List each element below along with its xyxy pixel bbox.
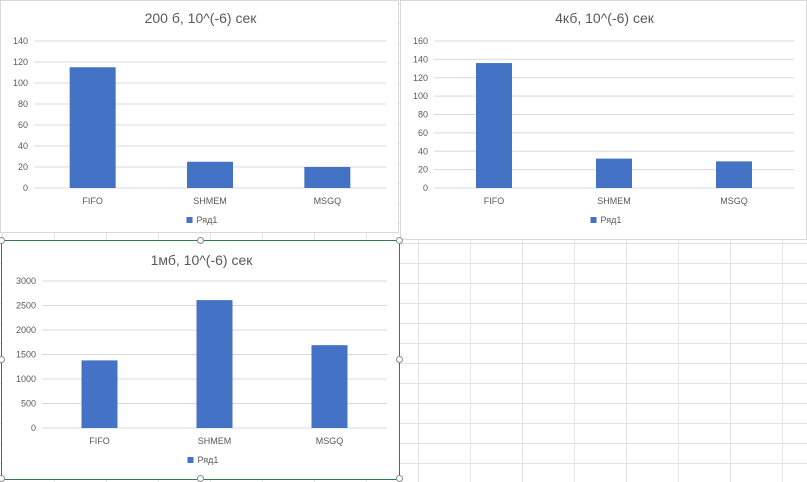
x-tick-label: MSGQ xyxy=(316,436,344,446)
y-tick-label: 0 xyxy=(23,183,28,193)
y-tick-label: 80 xyxy=(18,99,28,109)
legend-swatch xyxy=(186,217,193,223)
bar-fifo xyxy=(69,67,116,188)
bar-shmem xyxy=(196,300,233,428)
resize-handle-bottom[interactable] xyxy=(197,475,204,482)
y-tick-label: 100 xyxy=(413,91,428,101)
y-tick-label: 1500 xyxy=(16,350,36,360)
bar-shmem xyxy=(596,158,632,188)
chart-4kb[interactable]: 4кб, 10^(-6) сек 0 20 40 60 80 100 120 140 160 FIF… xyxy=(400,0,807,240)
chart-200b[interactable]: 200 б, 10^(-6) сек 0 20 40 60 80 100 120 140 FIFO… xyxy=(0,0,399,233)
chart-title: 4кб, 10^(-6) сек xyxy=(555,10,655,26)
y-tick-label: 120 xyxy=(13,57,28,67)
x-tick-label: FIFO xyxy=(484,196,505,206)
y-tick-label: 0 xyxy=(423,183,428,193)
chart-title: 200 б, 10^(-6) сек xyxy=(145,10,258,26)
bar-fifo xyxy=(476,63,512,188)
y-tick-label: 1000 xyxy=(16,374,36,384)
y-tick-label: 20 xyxy=(418,165,428,175)
y-tick-label: 500 xyxy=(21,399,36,409)
resize-handle-right[interactable] xyxy=(396,356,403,363)
y-tick-label: 3000 xyxy=(16,276,36,286)
chart-title: 1мб, 10^(-6) сек xyxy=(151,252,254,268)
x-tick-label: SHMEM xyxy=(193,196,227,206)
y-tick-label: 160 xyxy=(413,36,428,46)
resize-handle-bottom-right[interactable] xyxy=(396,475,403,482)
bar-msgq xyxy=(304,167,351,188)
resize-handle-top-right[interactable] xyxy=(396,237,403,244)
x-tick-label: SHMEM xyxy=(198,436,232,446)
legend-label: Ряд1 xyxy=(197,215,218,225)
y-tick-label: 60 xyxy=(418,128,428,138)
resize-handle-top[interactable] xyxy=(197,237,204,244)
x-tick-label: MSGQ xyxy=(720,196,748,206)
legend-label: Ряд1 xyxy=(198,455,219,465)
x-tick-label: SHMEM xyxy=(597,196,631,206)
y-tick-label: 2000 xyxy=(16,325,36,335)
chart-4kb-plot: 4кб, 10^(-6) сек 0 20 40 60 80 100 120 140 160 FIF… xyxy=(413,10,794,225)
bar-shmem xyxy=(187,161,233,188)
y-tick-label: 100 xyxy=(13,78,28,88)
y-tick-label: 120 xyxy=(413,73,428,83)
x-tick-label: FIFO xyxy=(82,196,103,206)
y-tick-label: 140 xyxy=(13,36,28,46)
y-tick-label: 60 xyxy=(18,120,28,130)
legend-label: Ряд1 xyxy=(601,215,622,225)
chart-200b-plot: 200 б, 10^(-6) сек 0 20 40 60 80 100 120 140 FIFO… xyxy=(13,10,386,225)
bar-msgq xyxy=(311,345,348,428)
legend-swatch xyxy=(187,457,194,463)
y-tick-label: 40 xyxy=(18,141,28,151)
y-tick-label: 20 xyxy=(18,162,28,172)
x-tick-label: MSGQ xyxy=(314,196,342,206)
resize-handle-left[interactable] xyxy=(0,356,5,363)
x-tick-label: FIFO xyxy=(89,436,110,446)
y-tick-label: 2500 xyxy=(16,301,36,311)
bar-msgq xyxy=(716,161,752,188)
y-tick-label: 140 xyxy=(413,54,428,64)
chart-1mb-plot: 1мб, 10^(-6) сек 0 500 1000 1500 2000 2500 3000… xyxy=(16,252,387,465)
chart-1mb[interactable]: 1мб, 10^(-6) сек 0 500 1000 1500 2000 2500 3000… xyxy=(1,240,400,480)
y-tick-label: 0 xyxy=(31,423,36,433)
y-tick-label: 80 xyxy=(418,110,428,120)
bar-fifo xyxy=(81,360,118,428)
y-tick-label: 40 xyxy=(418,146,428,156)
legend-swatch xyxy=(590,217,597,223)
resize-handle-top-left[interactable] xyxy=(0,237,5,244)
